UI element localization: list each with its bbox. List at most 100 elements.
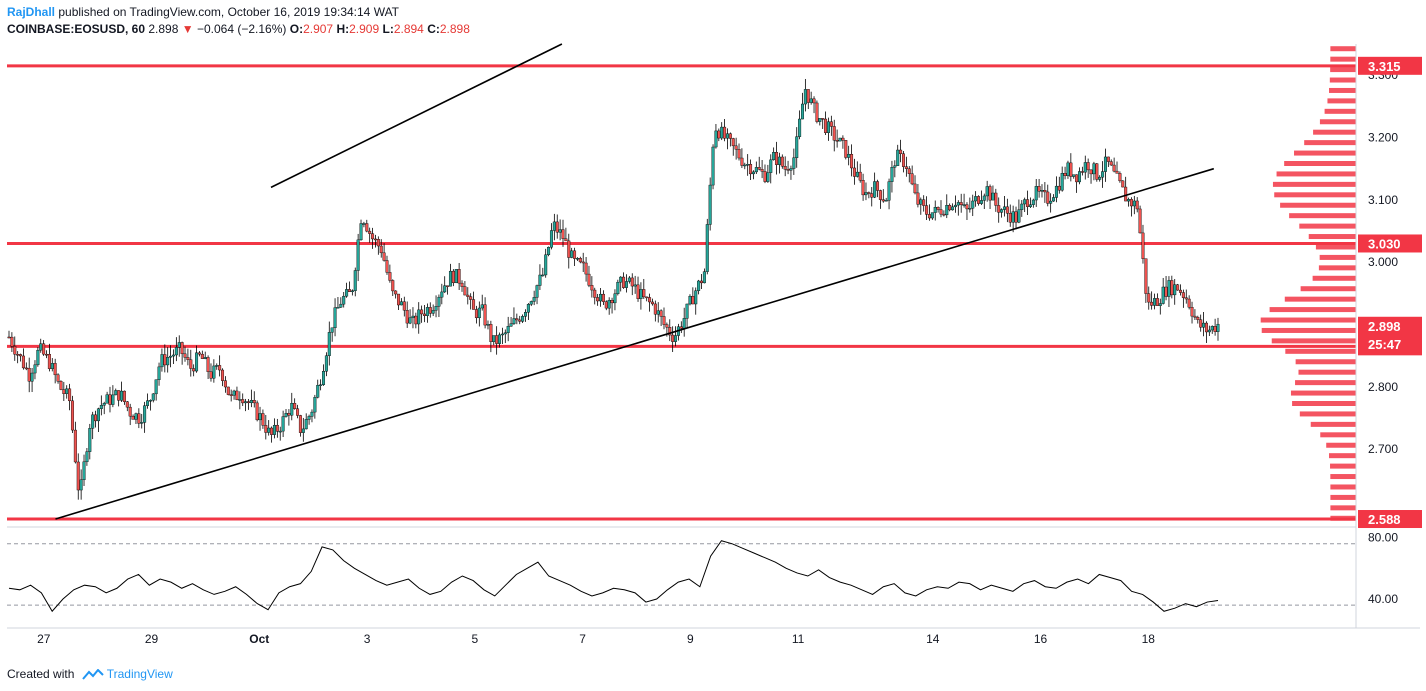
candle-up: [826, 121, 830, 133]
volume-bar: [1330, 56, 1356, 62]
volume-bar: [1284, 161, 1356, 166]
candle-down: [573, 250, 577, 259]
candle-down: [870, 193, 874, 198]
candle-down: [578, 258, 582, 263]
candle-up: [1083, 162, 1087, 173]
candle-up: [1127, 199, 1131, 202]
candle-down: [858, 171, 862, 181]
candle-up: [417, 309, 421, 325]
candle-down: [835, 140, 839, 142]
candle-up: [500, 333, 504, 336]
candle-up: [1077, 171, 1081, 183]
volume-bar: [1299, 411, 1356, 417]
candle-down: [62, 389, 66, 394]
candle-down: [948, 205, 952, 211]
candle-down: [668, 327, 672, 336]
candle-down: [622, 276, 626, 288]
candle-up: [359, 223, 363, 241]
candle-down: [700, 280, 704, 284]
candle-down: [226, 386, 230, 395]
candle-down: [760, 169, 764, 172]
candle-down: [1135, 200, 1139, 210]
tradingview-brand[interactable]: TradingView: [106, 667, 173, 681]
candle-up: [96, 408, 100, 422]
last-price-tag: [1358, 316, 1422, 353]
candle-down: [829, 121, 833, 127]
candle-up: [114, 390, 118, 396]
candle-up: [743, 164, 747, 167]
candle-down: [1213, 326, 1217, 332]
candle-down: [878, 190, 882, 200]
time-tick-label: 18: [1142, 632, 1156, 646]
candle-up: [50, 363, 54, 369]
candle-down: [483, 304, 487, 326]
candle-down: [1196, 317, 1200, 320]
candle-down: [296, 408, 300, 416]
candle-up: [803, 89, 807, 105]
candle-down: [841, 137, 845, 141]
candle-up: [151, 393, 155, 401]
candle-up: [39, 343, 43, 351]
candle-up: [425, 307, 429, 316]
candle-down: [1141, 232, 1145, 259]
horizontal-levels[interactable]: [7, 64, 1356, 521]
candle-down: [852, 167, 856, 177]
candle-down: [376, 239, 380, 247]
candle-down: [42, 343, 46, 355]
candle-up: [301, 428, 305, 433]
time-axis[interactable]: 27 29 Oct 3 5 7 9 11 14 16 18: [7, 627, 1420, 646]
candle-down: [555, 221, 559, 233]
candle-down: [584, 262, 588, 275]
candle-down: [731, 138, 735, 147]
candle-down: [252, 400, 256, 404]
candle-up: [919, 199, 923, 205]
candle-up: [169, 355, 173, 358]
candle-up: [633, 284, 637, 287]
candle-up: [91, 414, 95, 429]
candlestick-series: [7, 78, 1220, 500]
candle-down: [1190, 307, 1194, 317]
candle-up: [232, 390, 236, 396]
time-tick-label: 11: [792, 632, 805, 646]
candle-down: [881, 199, 885, 202]
volume-bar: [1313, 129, 1356, 135]
candle-up: [607, 300, 611, 309]
trend-lines[interactable]: [55, 43, 1215, 520]
candle-down: [1204, 322, 1208, 333]
candle-up: [685, 303, 689, 319]
candle-up: [307, 416, 311, 420]
candle-down: [221, 369, 225, 381]
candle-up: [613, 293, 617, 304]
candle-down: [645, 296, 649, 299]
volume-bar: [1319, 119, 1356, 125]
candle-up: [272, 424, 276, 435]
candle-down: [1176, 284, 1180, 291]
candle-up: [353, 270, 357, 291]
candle-up: [399, 301, 403, 306]
candle-up: [789, 168, 793, 171]
volume-bar: [1284, 296, 1356, 302]
price-axis[interactable]: 2.7002.8002.9003.0003.1003.2003.3003.315…: [7, 44, 1422, 628]
candle-down: [590, 285, 594, 291]
candle-down: [388, 272, 392, 281]
volume-bar: [1299, 223, 1356, 229]
candle-up: [1092, 163, 1096, 175]
candle-down: [1095, 163, 1099, 180]
candle-down: [122, 390, 126, 402]
candle-down: [347, 289, 351, 293]
candle-up: [933, 206, 937, 213]
candle-down: [68, 388, 72, 402]
candle-down: [371, 233, 375, 240]
candle-up: [558, 229, 562, 233]
candle-up: [85, 451, 89, 463]
volume-bar: [1324, 108, 1356, 114]
author-name[interactable]: RajDhall: [7, 5, 56, 19]
candle-up: [1216, 323, 1220, 332]
candle-up: [884, 200, 888, 202]
candle-down: [610, 300, 614, 304]
candle-up: [322, 371, 326, 385]
candle-down: [472, 299, 476, 310]
candle-down: [723, 126, 727, 139]
candle-down: [740, 157, 744, 166]
